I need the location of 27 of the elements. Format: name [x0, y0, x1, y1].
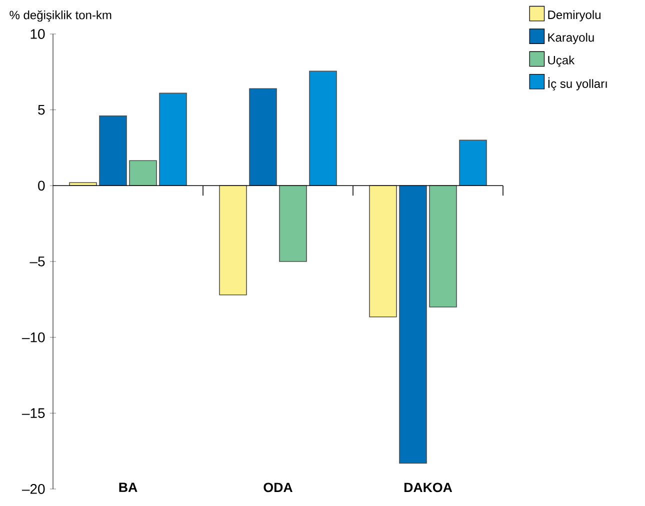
bar [429, 185, 457, 308]
y-tick-label: 5 [38, 104, 45, 115]
y-tick-label: –10 [22, 332, 45, 342]
legend-label: Karayolu [548, 32, 594, 44]
y-tick-label: 10 [30, 29, 45, 39]
legend-label: Demiryolu [548, 10, 600, 22]
y-tick-label: –20 [22, 484, 45, 494]
legend-label: İç su yolları [548, 77, 607, 90]
bar [219, 185, 247, 296]
y-tick-label: 0 [38, 180, 45, 191]
x-tick-label: ODA [264, 482, 292, 492]
legend-label: Uçak [548, 56, 575, 67]
y-tick-label: –5 [30, 256, 45, 266]
bar [99, 115, 127, 186]
x-tick-label: DAKOA [404, 482, 452, 492]
bar [129, 160, 157, 186]
x-tick-label: BA [119, 482, 138, 492]
bar [159, 92, 187, 186]
bar [249, 88, 277, 186]
bar [279, 185, 307, 262]
bar [309, 70, 337, 186]
y-tick-label: –15 [22, 408, 45, 418]
y-axis-title: % değişiklik ton-km [10, 10, 112, 22]
bar [69, 182, 97, 186]
bar [459, 140, 487, 186]
bar [399, 185, 427, 464]
bar [369, 185, 397, 318]
